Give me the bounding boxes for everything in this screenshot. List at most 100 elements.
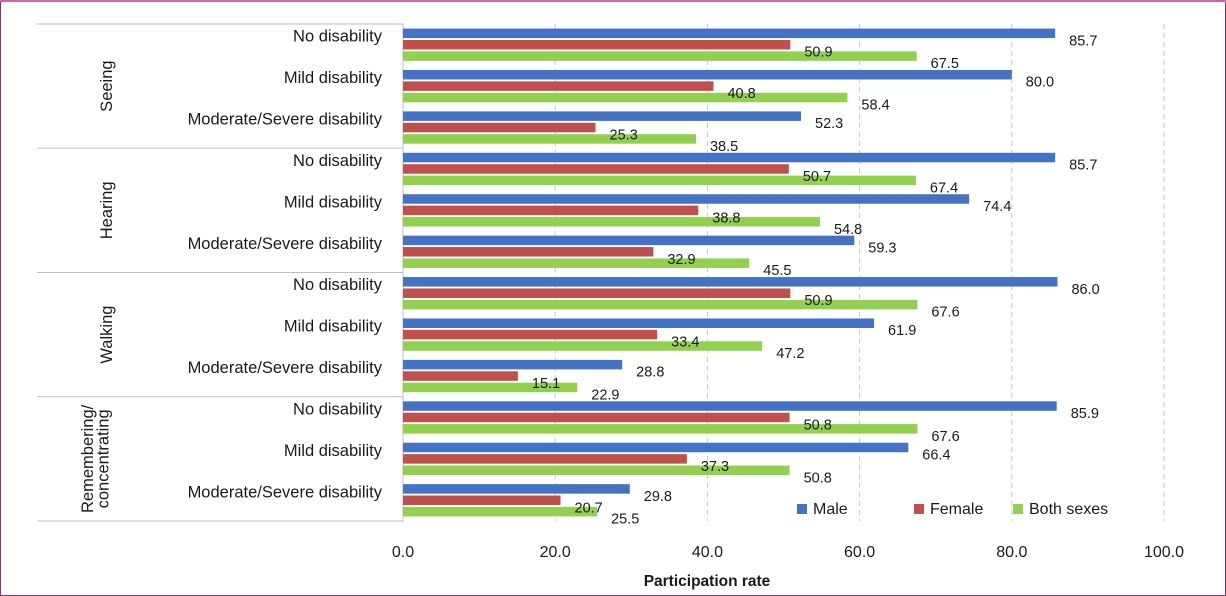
data-label: 52.3	[815, 116, 843, 132]
group-label: Walking	[98, 306, 116, 364]
x-tick-label: 0.0	[392, 544, 414, 561]
category-label: No disability	[293, 28, 383, 46]
bar-both-sexes	[403, 299, 918, 310]
data-label: 50.8	[804, 470, 832, 486]
data-label: 85.7	[1069, 33, 1097, 49]
bar-both-sexes	[403, 175, 916, 186]
data-label: 80.0	[1026, 75, 1054, 91]
bar-male	[403, 442, 909, 453]
bar-male	[403, 277, 1058, 287]
data-label: 25.5	[611, 512, 639, 528]
bar-both-sexes	[403, 382, 578, 393]
bar-both-sexes	[403, 506, 598, 517]
legend-label: Both sexes	[1029, 501, 1108, 518]
bar-male	[403, 484, 630, 494]
grid-lines	[554, 24, 1165, 521]
bar-male	[403, 152, 1056, 163]
category-label: No disability	[293, 152, 383, 170]
bar-both-sexes	[403, 92, 848, 103]
legend-swatch	[914, 504, 924, 514]
bar-male	[403, 235, 855, 246]
bar-male	[403, 194, 970, 204]
data-label: 61.9	[888, 323, 916, 339]
category-labels: Seeing No disability Mild disability Modera…	[79, 28, 383, 513]
data-label: 66.4	[922, 447, 950, 463]
legend: Male Female Both sexes	[797, 501, 1108, 518]
legend-label: Female	[930, 501, 983, 518]
category-label: Moderate/Severe disability	[188, 235, 383, 253]
bar-female	[403, 495, 561, 506]
category-label: Moderate/Severe disability	[188, 111, 383, 129]
bar-female	[403, 412, 790, 423]
bar-female	[403, 371, 518, 381]
bar-both-sexes	[403, 217, 821, 227]
bar-female	[403, 164, 789, 174]
data-label: 86.0	[1071, 282, 1099, 298]
bar-male	[403, 318, 875, 328]
bar-female	[403, 205, 699, 216]
legend-swatch	[1013, 504, 1023, 514]
bar-male	[403, 401, 1057, 411]
bar-male	[403, 69, 1012, 80]
x-tick-label: 60.0	[844, 544, 875, 561]
data-label: 85.7	[1069, 158, 1097, 174]
bar-both-sexes	[403, 134, 696, 144]
category-label: Mild disability	[284, 193, 383, 211]
data-label: 50.8	[804, 417, 832, 433]
data-label: 45.5	[763, 263, 791, 279]
data-label: 32.9	[667, 252, 695, 268]
category-label: Moderate/Severe disability	[188, 359, 383, 377]
data-label: 67.5	[931, 56, 959, 72]
bar-both-sexes	[403, 341, 763, 351]
bar-female	[403, 122, 596, 133]
data-label: 74.4	[983, 199, 1011, 215]
bar-female	[403, 247, 654, 257]
data-label: 40.8	[727, 86, 755, 102]
x-axis-title: Participation rate	[644, 573, 771, 590]
x-tick-label: 80.0	[996, 544, 1027, 561]
category-label: Mild disability	[284, 318, 383, 336]
data-label: 50.7	[803, 169, 831, 185]
legend-label: Male	[813, 501, 848, 518]
category-label: No disability	[293, 400, 383, 418]
data-label: 50.9	[804, 45, 832, 61]
data-label: 54.8	[834, 222, 862, 238]
data-labels: 85.7 50.9 67.5 80.0 40.8 58.4 52.3 25.3 38.5 85.7…	[532, 33, 1100, 527]
group-label: Hearing	[98, 181, 116, 239]
bar-both-sexes	[403, 424, 918, 434]
group-label-line: concentrating	[95, 409, 113, 508]
bar-female	[403, 329, 658, 340]
x-axis-ticks: 0.0 20.0 40.0 60.0 80.0 100.0	[392, 544, 1184, 561]
category-label: Moderate/Severe disability	[188, 483, 383, 501]
x-tick-label: 100.0	[1144, 544, 1184, 561]
x-tick-label: 40.0	[692, 544, 723, 561]
bar-female	[403, 454, 687, 464]
data-label: 58.4	[861, 98, 889, 114]
category-label: No disability	[293, 276, 383, 294]
data-label: 22.9	[591, 387, 619, 403]
bar-male	[403, 28, 1056, 39]
group-label: Remembering/concentrating	[79, 404, 113, 513]
data-label: 85.9	[1071, 406, 1099, 422]
data-label: 28.8	[636, 365, 664, 381]
data-label: 67.4	[930, 180, 958, 196]
data-label: 38.8	[712, 210, 740, 226]
category-label: Mild disability	[284, 69, 383, 87]
bar-female	[403, 39, 791, 50]
frame-top-border	[0, 0, 1226, 2]
bars	[403, 28, 1058, 517]
data-label: 38.5	[710, 139, 738, 155]
data-label: 47.2	[776, 346, 804, 362]
data-label: 33.4	[671, 335, 699, 351]
data-label: 59.3	[868, 240, 896, 256]
bar-both-sexes	[403, 465, 790, 476]
bar-male	[403, 359, 623, 370]
bar-female	[403, 81, 714, 91]
group-label: Seeing	[98, 60, 116, 111]
legend-swatch	[797, 504, 807, 514]
category-label: Mild disability	[284, 442, 383, 460]
data-label: 25.3	[610, 128, 638, 144]
data-label: 20.7	[575, 500, 603, 516]
x-tick-label: 20.0	[540, 544, 571, 561]
